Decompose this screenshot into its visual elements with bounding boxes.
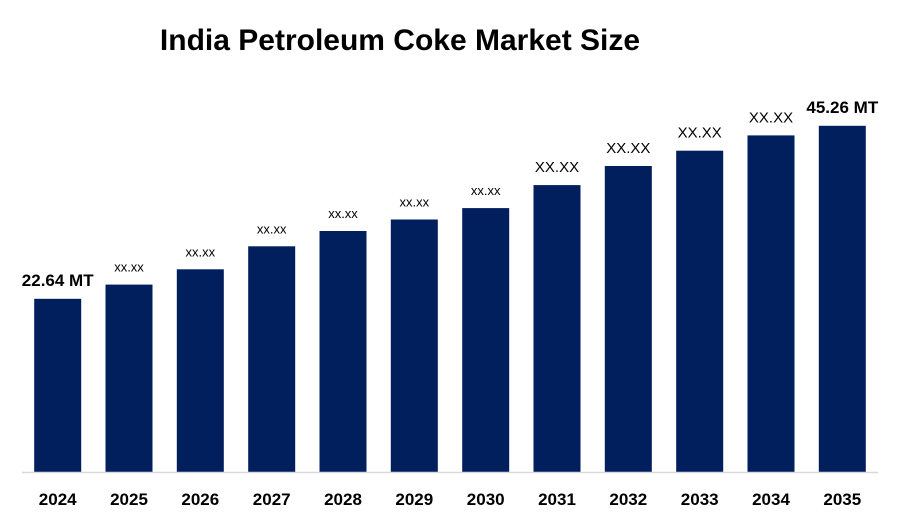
bar-2033 xyxy=(676,150,724,472)
data-label-2030: xx.xx xyxy=(471,183,501,198)
x-tick-label-2026: 2026 xyxy=(181,490,219,509)
bar-2030 xyxy=(462,208,510,472)
bar-2029 xyxy=(390,219,438,472)
data-labels-layer: 22.64 MT xx.xx xx.xx xx.xx xx.xx xx.xx xx.xx XX… xyxy=(22,98,879,290)
chart-title: India Petroleum Coke Market Size xyxy=(159,24,641,57)
data-label-2024: 22.64 MT xyxy=(22,271,94,290)
data-label-2032: XX.XX xyxy=(606,140,650,157)
x-tick-label-2025: 2025 xyxy=(110,490,148,509)
x-tick-label-2030: 2030 xyxy=(467,490,505,509)
x-tick-label-2032: 2032 xyxy=(609,490,647,509)
data-label-2034: XX.XX xyxy=(749,109,793,126)
x-tick-label-2029: 2029 xyxy=(395,490,433,509)
x-tick-label-2034: 2034 xyxy=(752,490,790,509)
bar-2028 xyxy=(319,231,367,472)
bar-2035 xyxy=(818,125,866,473)
x-tick-label-2031: 2031 xyxy=(538,490,576,509)
x-tick-label-2024: 2024 xyxy=(39,490,77,509)
bar-2024 xyxy=(34,298,82,472)
data-label-2027: xx.xx xyxy=(257,221,287,236)
data-label-2029: xx.xx xyxy=(399,195,429,210)
bar-2027 xyxy=(248,246,296,472)
data-label-2031: XX.XX xyxy=(535,159,579,176)
data-label-2025: xx.xx xyxy=(114,260,144,275)
bar-2032 xyxy=(604,166,652,472)
bar-2034 xyxy=(747,135,795,472)
x-tick-labels-layer: 2024 2025 2026 2027 2028 2029 2030 2031 2032 2033… xyxy=(39,490,861,509)
bars-layer xyxy=(34,125,866,473)
data-label-2035: 45.26 MT xyxy=(806,98,878,117)
x-tick-label-2027: 2027 xyxy=(253,490,291,509)
data-label-2028: xx.xx xyxy=(328,206,358,221)
x-tick-label-2035: 2035 xyxy=(823,490,861,509)
bar-2031 xyxy=(533,185,581,472)
data-label-2026: xx.xx xyxy=(185,244,215,259)
data-label-2033: XX.XX xyxy=(678,125,722,142)
x-tick-label-2028: 2028 xyxy=(324,490,362,509)
bar-2026 xyxy=(176,269,224,472)
x-tick-label-2033: 2033 xyxy=(681,490,719,509)
bar-2025 xyxy=(105,284,153,472)
